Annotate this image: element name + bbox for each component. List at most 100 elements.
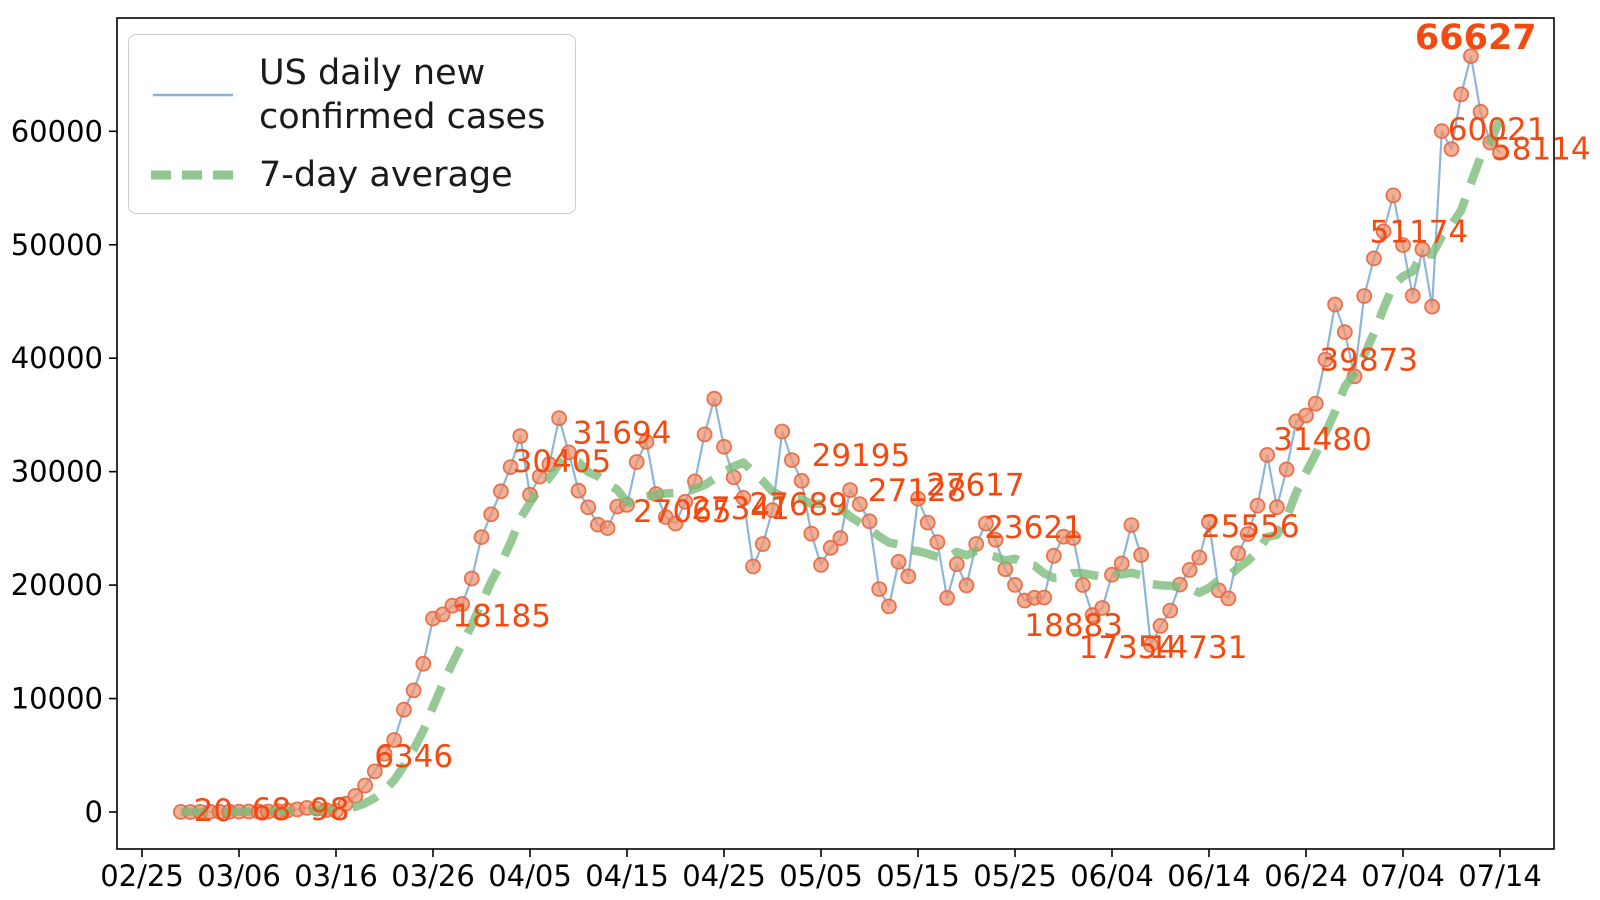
y-tick-label: 0 bbox=[85, 795, 103, 829]
data-point-marker bbox=[1404, 287, 1421, 304]
data-point-marker bbox=[1356, 288, 1373, 304]
data-point-marker bbox=[1492, 144, 1508, 161]
annotation-label: 60021 bbox=[1448, 112, 1547, 148]
x-tick-label: 03/26 bbox=[391, 859, 475, 893]
data-point-marker bbox=[929, 534, 946, 550]
data-point-marker bbox=[1191, 549, 1208, 566]
annotation-label: 39873 bbox=[1319, 343, 1418, 379]
data-point-marker bbox=[1269, 499, 1285, 516]
data-point-marker bbox=[1142, 637, 1159, 653]
y-tick-label: 50000 bbox=[11, 228, 103, 262]
data-point-marker bbox=[454, 596, 471, 612]
legend-entry-daily-cases: US daily new confirmed cases bbox=[149, 51, 545, 139]
y-tick-label: 30000 bbox=[11, 455, 103, 489]
data-point-marker bbox=[910, 490, 926, 507]
data-point-marker bbox=[764, 502, 781, 519]
data-point-marker bbox=[580, 499, 597, 516]
data-point-marker bbox=[1327, 296, 1343, 313]
data-point-marker bbox=[1298, 407, 1314, 424]
annotation-label: 51174 bbox=[1370, 214, 1469, 250]
data-point-marker bbox=[1113, 555, 1130, 572]
data-point-marker bbox=[483, 506, 500, 523]
data-point-marker bbox=[1385, 187, 1402, 204]
annotation-label: 30405 bbox=[513, 444, 612, 480]
data-point-marker bbox=[745, 558, 761, 575]
data-point-marker bbox=[1220, 590, 1237, 607]
data-point-marker bbox=[735, 489, 752, 506]
data-point-marker bbox=[376, 745, 393, 762]
data-point-marker bbox=[919, 514, 936, 531]
y-tick-label: 60000 bbox=[11, 114, 103, 148]
data-point-marker bbox=[1239, 526, 1256, 542]
data-point-marker bbox=[1094, 600, 1111, 616]
data-point-marker bbox=[1472, 103, 1489, 120]
data-point-marker bbox=[1065, 530, 1082, 546]
annotation-label: 18883 bbox=[1024, 608, 1123, 644]
annotation-label: 17354 bbox=[1079, 630, 1178, 666]
data-point-marker bbox=[1259, 446, 1276, 463]
data-point-marker bbox=[890, 553, 907, 570]
data-point-marker bbox=[463, 570, 480, 587]
average-dash-sample-icon bbox=[151, 170, 235, 180]
data-point-marker bbox=[1424, 298, 1440, 315]
annotation-label: 6346 bbox=[374, 739, 453, 775]
data-point-marker bbox=[1307, 395, 1324, 412]
data-point-marker bbox=[1249, 497, 1266, 514]
data-point-marker bbox=[958, 577, 975, 594]
data-point-marker bbox=[1463, 48, 1479, 64]
annotation-label: 98 bbox=[310, 792, 349, 828]
data-point-marker bbox=[492, 483, 509, 500]
data-point-marker bbox=[473, 529, 490, 545]
data-point-marker bbox=[1045, 547, 1062, 564]
data-point-marker bbox=[871, 581, 888, 597]
data-point-marker bbox=[987, 531, 1004, 548]
data-point-marker bbox=[948, 556, 965, 573]
daily-line-sample-icon bbox=[153, 93, 233, 97]
data-point-marker bbox=[716, 438, 732, 455]
data-point-marker bbox=[1152, 618, 1169, 634]
legend-label-daily-cases: US daily new confirmed cases bbox=[259, 53, 546, 138]
x-tick-label: 06/24 bbox=[1264, 859, 1348, 893]
annotation-label: 58114 bbox=[1492, 132, 1591, 168]
annotation-label: 31480 bbox=[1273, 422, 1372, 458]
data-point-marker bbox=[851, 496, 868, 513]
data-point-marker bbox=[357, 777, 374, 794]
data-point-marker bbox=[1366, 250, 1382, 267]
x-tick-label: 03/06 bbox=[197, 859, 281, 893]
data-point-marker bbox=[599, 520, 616, 536]
plot-border bbox=[116, 17, 1555, 850]
data-point-marker bbox=[570, 482, 587, 499]
data-point-marker bbox=[939, 590, 955, 606]
data-point-marker bbox=[1181, 562, 1198, 578]
y-tick-label: 10000 bbox=[11, 682, 103, 716]
x-axis: 02/25 03/06 03/16 03/26 04/05 04/15 04/25 05/05… bbox=[100, 849, 1542, 893]
data-point-marker bbox=[832, 530, 849, 547]
annotation-label: 29195 bbox=[812, 438, 911, 474]
x-tick-label: 04/15 bbox=[585, 859, 669, 893]
data-point-marker bbox=[1443, 141, 1460, 158]
data-point-marker bbox=[1336, 324, 1353, 341]
data-point-marker bbox=[1075, 577, 1091, 593]
annotation-label: 20 bbox=[194, 793, 233, 829]
data-point-marker bbox=[784, 452, 800, 469]
data-point-marker bbox=[551, 410, 567, 427]
daily-cases-line-swatch bbox=[149, 90, 237, 100]
annotation-label: 25556 bbox=[1201, 509, 1300, 545]
data-point-marker bbox=[978, 515, 994, 532]
data-point-marker bbox=[628, 454, 645, 470]
data-point-marker bbox=[560, 444, 577, 461]
annotation-label: 27065 bbox=[633, 494, 732, 530]
data-point-marker bbox=[1007, 577, 1023, 593]
seven-day-average-line bbox=[180, 117, 1504, 817]
x-tick-label: 04/25 bbox=[682, 859, 766, 893]
data-point-marker bbox=[803, 525, 820, 542]
annotation-label: 27128 bbox=[868, 473, 967, 509]
y-axis: 0 10000 20000 30000 40000 50000 60000 bbox=[11, 114, 117, 829]
annotation-label: 66627 bbox=[1415, 18, 1537, 58]
data-point-marker bbox=[677, 493, 694, 510]
x-tick-label: 06/04 bbox=[1070, 859, 1154, 893]
legend-entry-average: 7-day average bbox=[149, 153, 545, 197]
